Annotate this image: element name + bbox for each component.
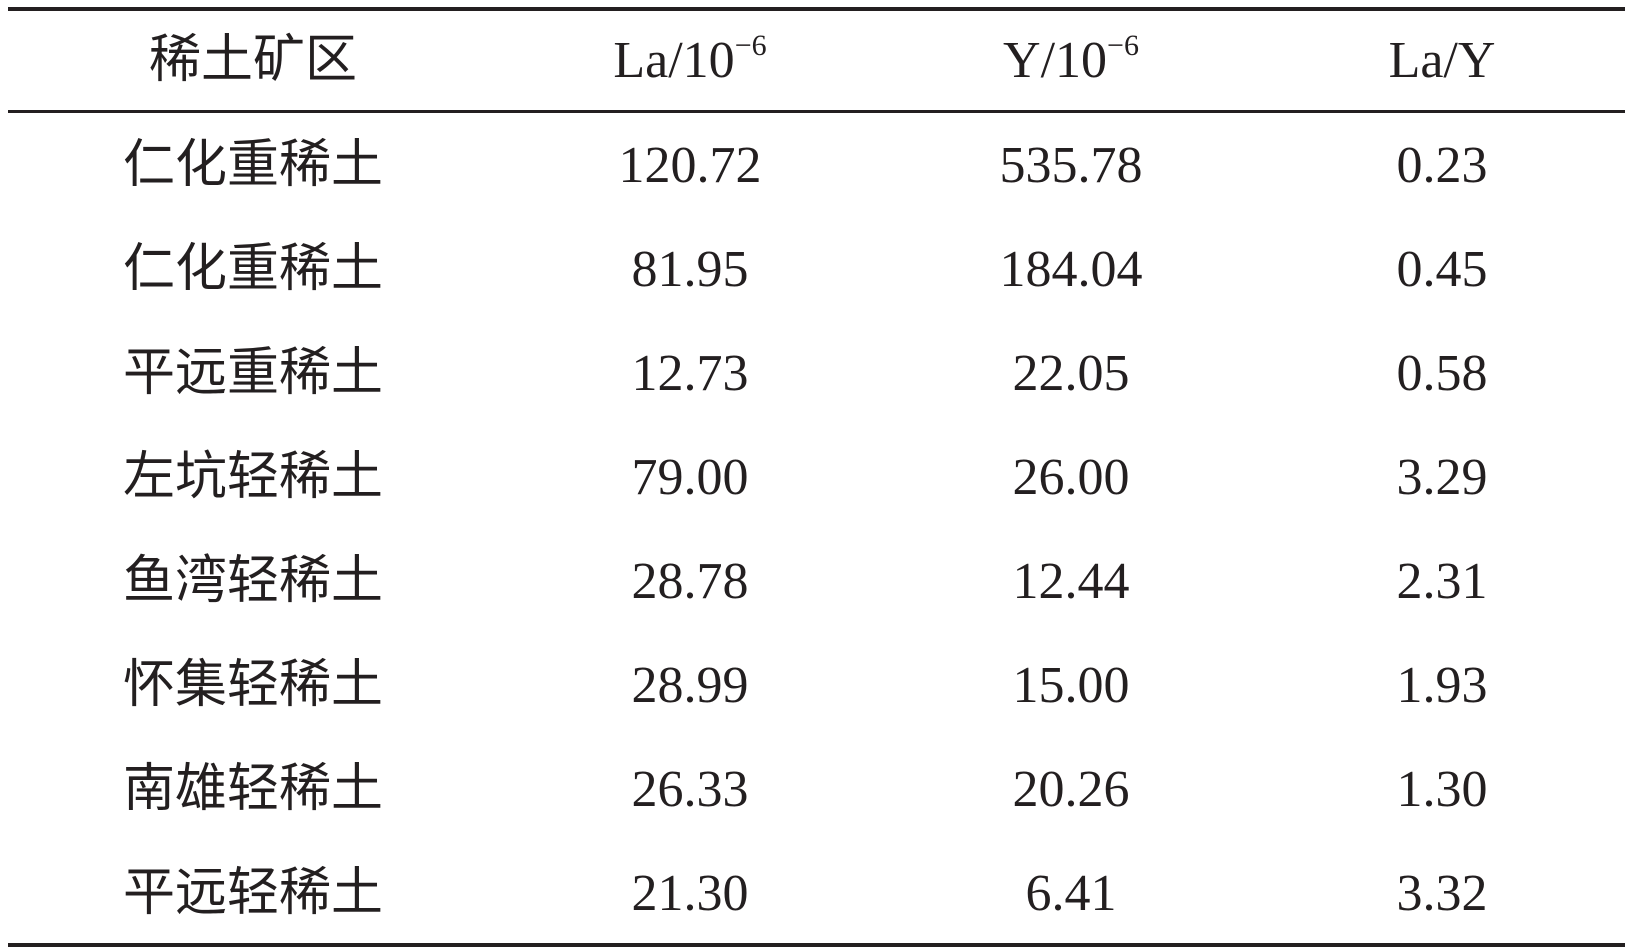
table-cell: 12.73 xyxy=(631,345,749,402)
table-cell: 184.04 xyxy=(999,241,1143,298)
table-cell: 21.30 xyxy=(631,865,749,922)
table-cell: 6.41 xyxy=(1025,865,1117,922)
table-cell: 20.26 xyxy=(1012,761,1130,818)
header-cell: La/Y xyxy=(1388,32,1496,89)
table-cell: 1.30 xyxy=(1396,761,1488,818)
row-label: 左坑轻稀土 xyxy=(122,449,383,506)
table-cell: 120.72 xyxy=(618,137,762,194)
bottom-rule xyxy=(8,943,1625,947)
table-cell: 28.99 xyxy=(631,657,749,714)
table-cell: 26.33 xyxy=(631,761,749,818)
header-superscript: −6 xyxy=(1107,29,1139,62)
header-superscript: −6 xyxy=(734,29,767,62)
row-label: 平远重稀土 xyxy=(122,345,383,402)
table-cell: 3.32 xyxy=(1396,865,1488,922)
table-cell: 15.00 xyxy=(1012,657,1130,714)
table-cell: 1.93 xyxy=(1396,657,1488,714)
header-rule xyxy=(8,110,1625,113)
table-cell: 79.00 xyxy=(631,449,749,506)
table-cell: 0.58 xyxy=(1396,345,1488,402)
row-label: 仁化重稀土 xyxy=(122,241,383,298)
table-cell: 12.44 xyxy=(1012,553,1130,610)
table-cell: 2.31 xyxy=(1396,553,1488,610)
header-cell: 稀土矿区 xyxy=(148,32,357,89)
table-cell: 3.29 xyxy=(1396,449,1488,506)
row-label: 仁化重稀土 xyxy=(122,137,383,194)
table-cell: 535.78 xyxy=(999,137,1143,194)
row-label: 怀集轻稀土 xyxy=(122,657,383,714)
table-cell: 22.05 xyxy=(1012,345,1130,402)
row-label: 平远轻稀土 xyxy=(122,865,383,922)
table-cell: 0.23 xyxy=(1396,137,1488,194)
header-cell: La/10−6 xyxy=(490,29,890,91)
table-cell: 26.00 xyxy=(1012,449,1130,506)
row-label: 鱼湾轻稀土 xyxy=(122,553,383,610)
table-cell: 81.95 xyxy=(631,241,749,298)
header-text: Y/10 xyxy=(1003,32,1108,89)
table-cell: 0.45 xyxy=(1396,241,1488,298)
header-text: La/10 xyxy=(613,32,735,89)
top-rule xyxy=(8,7,1625,11)
header-cell: Y/10−6 xyxy=(871,29,1271,91)
row-label: 南雄轻稀土 xyxy=(122,761,383,818)
table-cell: 28.78 xyxy=(631,553,749,610)
